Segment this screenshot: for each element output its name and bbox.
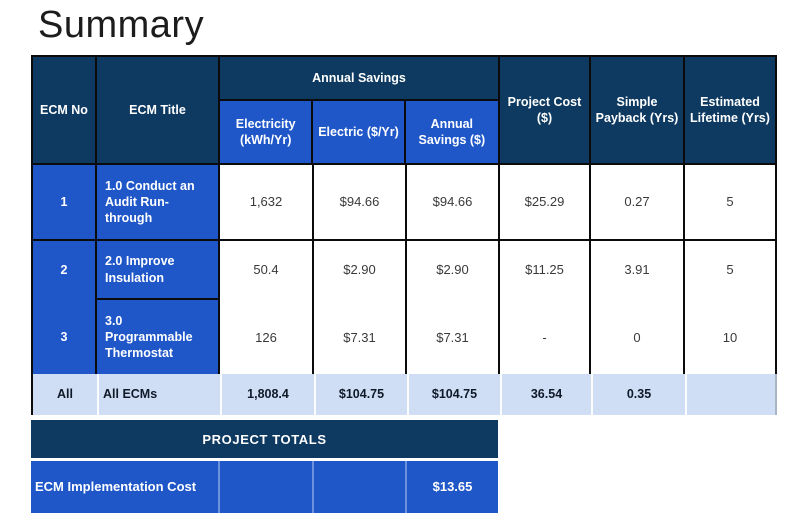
header-ecm-no: ECM No bbox=[33, 57, 97, 163]
table-header-row: ECM No ECM Title Annual Savings Electric… bbox=[33, 57, 775, 165]
row1-electricity-kwh: 1,632 bbox=[220, 165, 314, 239]
header-annual-savings-subrow: Electricity (kWh/Yr) Electric ($/Yr) Ann… bbox=[220, 101, 498, 163]
all-row-project-cost: 36.54 bbox=[500, 374, 591, 415]
row3-electric-dollar: $7.31 bbox=[314, 300, 407, 376]
row2-annual-savings: $2.90 bbox=[407, 241, 500, 300]
row1-annual-savings: $94.66 bbox=[407, 165, 500, 239]
row2-ecm-no: 2 bbox=[33, 241, 97, 300]
row1-lifetime: 5 bbox=[685, 165, 775, 239]
all-row-annual-savings: $104.75 bbox=[407, 374, 500, 415]
project-totals-empty-cell-1 bbox=[218, 461, 312, 513]
row3-simple-payback: 0 bbox=[591, 300, 685, 376]
row2-simple-payback: 3.91 bbox=[591, 241, 685, 300]
row1-ecm-title: 1.0 Conduct an Audit Run-through bbox=[97, 165, 220, 239]
header-annual-savings-span: Annual Savings bbox=[220, 57, 498, 101]
project-totals-empty-cell-2 bbox=[312, 461, 405, 513]
row2-electricity-kwh: 50.4 bbox=[220, 241, 314, 300]
all-row-simple-payback: 0.35 bbox=[591, 374, 685, 415]
row2-electric-dollar: $2.90 bbox=[314, 241, 407, 300]
table-row: 2 2.0 Improve Insulation 50.4 $2.90 $2.9… bbox=[33, 241, 775, 300]
summary-table: ECM No ECM Title Annual Savings Electric… bbox=[31, 55, 777, 376]
table-row: 1 1.0 Conduct an Audit Run-through 1,632… bbox=[33, 165, 775, 241]
header-ecm-title: ECM Title bbox=[97, 57, 220, 163]
header-estimated-lifetime: Estimated Lifetime (Yrs) bbox=[685, 57, 775, 163]
project-totals-header: PROJECT TOTALS bbox=[31, 420, 498, 458]
all-ecms-totals-row: All All ECMs 1,808.4 $104.75 $104.75 36.… bbox=[31, 374, 777, 415]
all-row-lifetime bbox=[685, 374, 775, 415]
row3-electricity-kwh: 126 bbox=[220, 300, 314, 376]
header-electricity-kwh: Electricity (kWh/Yr) bbox=[220, 101, 314, 163]
row2-project-cost: $11.25 bbox=[500, 241, 591, 300]
row3-ecm-title: 3.0 Programmable Thermostat bbox=[97, 300, 220, 376]
all-row-electric-dollar: $104.75 bbox=[314, 374, 407, 415]
header-annual-savings-dollar: Annual Savings ($) bbox=[405, 101, 498, 163]
row1-ecm-no: 1 bbox=[33, 165, 97, 239]
row1-electric-dollar: $94.66 bbox=[314, 165, 407, 239]
row3-project-cost: - bbox=[500, 300, 591, 376]
row2-lifetime: 5 bbox=[685, 241, 775, 300]
row1-simple-payback: 0.27 bbox=[591, 165, 685, 239]
all-row-electricity-kwh: 1,808.4 bbox=[220, 374, 314, 415]
row1-project-cost: $25.29 bbox=[500, 165, 591, 239]
page-title: Summary bbox=[38, 4, 205, 46]
header-project-cost: Project Cost ($) bbox=[500, 57, 591, 163]
table-row: 3 3.0 Programmable Thermostat 126 $7.31 … bbox=[33, 300, 775, 376]
project-totals-row: ECM Implementation Cost $13.65 bbox=[31, 461, 498, 513]
header-simple-payback: Simple Payback (Yrs) bbox=[591, 57, 685, 163]
row2-ecm-title: 2.0 Improve Insulation bbox=[97, 241, 220, 300]
header-electric-dollar: Electric ($/Yr) bbox=[313, 101, 406, 163]
all-row-no: All bbox=[57, 387, 73, 402]
row3-annual-savings: $7.31 bbox=[407, 300, 500, 376]
row3-lifetime: 10 bbox=[685, 300, 775, 376]
header-annual-savings-group: Annual Savings Electricity (kWh/Yr) Elec… bbox=[220, 57, 500, 163]
ecm-implementation-cost-label: ECM Implementation Cost bbox=[35, 478, 197, 494]
ecm-implementation-cost-value: $13.65 bbox=[405, 461, 498, 513]
all-row-title: All ECMs bbox=[97, 374, 220, 415]
row3-ecm-no: 3 bbox=[33, 300, 97, 376]
